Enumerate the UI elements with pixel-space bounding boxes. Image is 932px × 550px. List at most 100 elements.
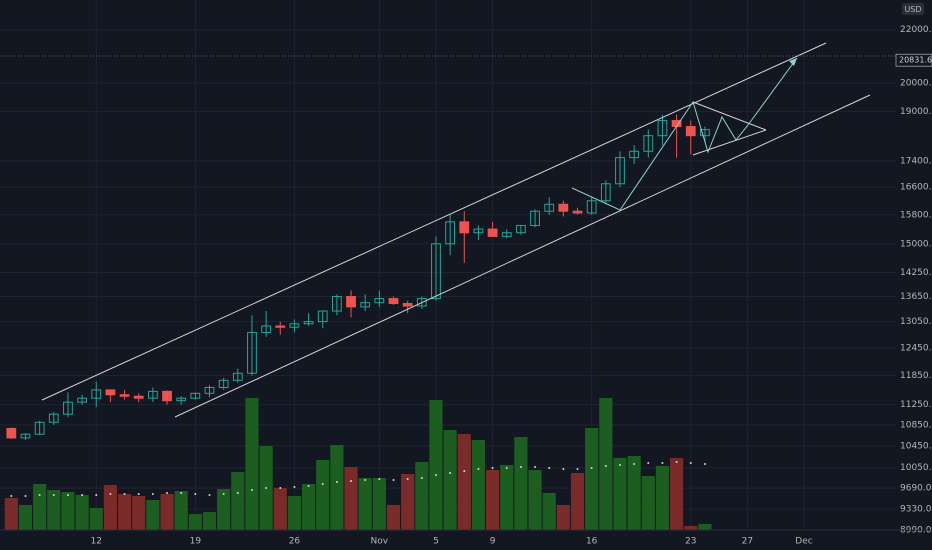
volume-ma-dot (222, 493, 225, 495)
volume-bar (89, 508, 103, 530)
price-badge-label: 20831.61 (899, 56, 932, 65)
volume-ma-dot (109, 493, 112, 495)
volume-ma-dot (364, 479, 367, 481)
x-tick-label: 19 (190, 537, 202, 547)
candle-body (190, 392, 201, 399)
volume-ma-dot (321, 483, 324, 485)
candle-body (77, 397, 87, 403)
volume-ma-dot (434, 474, 437, 476)
volume-bar (344, 467, 358, 530)
currency: USD (904, 5, 921, 14)
x-tick-label: 27 (742, 537, 753, 547)
candle-body (105, 389, 116, 396)
candle-body (530, 210, 540, 226)
volume-ma-dot (675, 461, 678, 463)
volume-bar (415, 462, 429, 530)
volume-bar (202, 512, 217, 530)
volume-ma-dot (66, 494, 69, 496)
volume-bar (514, 437, 528, 530)
candle-body (303, 321, 314, 325)
candle-body (459, 221, 470, 234)
projection-arrow (747, 57, 798, 126)
volume-ma-dot (10, 495, 13, 497)
candle-body (261, 325, 271, 333)
volume-bar (4, 498, 18, 530)
y-tick-label: 11850.00 (900, 371, 932, 381)
volume-bar (443, 430, 457, 530)
y-tick-label: 22000.00 (900, 25, 932, 35)
volume-bar (273, 488, 287, 530)
volume-bar (160, 494, 174, 530)
candle-body (629, 150, 640, 159)
y-tick-label: 13650.00 (900, 292, 932, 302)
candle-body (416, 298, 427, 307)
candle-body (232, 372, 243, 381)
volume-ma-dot (590, 467, 593, 469)
candle-body (133, 395, 144, 399)
volume-ma-dot (378, 478, 381, 480)
volume-ma-dot (208, 494, 211, 496)
candle-body (91, 389, 102, 399)
candle-body (34, 421, 45, 435)
volume-bar (75, 495, 89, 530)
volume-ma-dot (703, 463, 706, 465)
volume-bar (174, 491, 188, 530)
candles (6, 114, 710, 441)
candle-body (473, 228, 484, 234)
candle-body (20, 433, 31, 439)
price-badge (895, 53, 932, 67)
arrow-head (789, 58, 797, 66)
x-tick-label: 16 (586, 537, 598, 547)
candle-body (289, 323, 300, 328)
volume-ma-dot (463, 470, 466, 472)
candle-body (204, 387, 215, 394)
volume-bar (401, 474, 415, 530)
volume-bar (316, 460, 330, 530)
volume-bar (655, 466, 670, 530)
candle-body (431, 243, 441, 300)
volume-ma-dot (335, 481, 338, 483)
volume-bar (570, 473, 585, 530)
volume-ma-dot (350, 480, 353, 482)
volume-bar (542, 493, 556, 530)
candle-body (657, 120, 668, 137)
y-tick-label: 9330.00 (900, 505, 932, 515)
volume-bar (500, 465, 514, 530)
volume-bar (457, 434, 471, 530)
candle-body (275, 325, 286, 328)
volume-bar (18, 505, 33, 530)
candle-body (162, 390, 172, 402)
y-tick-label: 11250.00 (900, 400, 932, 410)
x-tick-label: Nov (371, 537, 389, 547)
candle-body (374, 298, 385, 304)
volume-ma-dot (519, 466, 522, 468)
candle-body (615, 157, 625, 185)
candle-body (247, 331, 257, 374)
volume-bar (231, 472, 245, 530)
volume-bar (61, 492, 75, 530)
volume-ma-dot (633, 463, 636, 465)
volume-ma-dot (279, 487, 282, 489)
y-tick-label: 16600.00 (900, 183, 932, 193)
x-tick-label: 9 (490, 537, 496, 547)
candle-body (544, 203, 555, 212)
volume-ma-dot (477, 468, 480, 470)
candle-body (176, 397, 187, 402)
volume-bar (301, 484, 316, 530)
candle-body (48, 413, 59, 423)
volume-bar (585, 428, 599, 530)
volume-ma-dot (661, 462, 664, 464)
y-tick-label: 12450.00 (900, 343, 932, 353)
volume-bar (684, 526, 698, 530)
candle-body (388, 298, 399, 305)
volume-bar (358, 478, 372, 530)
volume-bar (33, 484, 47, 530)
volume-bar (613, 458, 627, 530)
volume-ma-dot (293, 486, 296, 488)
volume-ma-dot (420, 477, 423, 479)
x-tick-label: 12 (91, 537, 102, 547)
candle-body (218, 379, 229, 389)
y-tick-label: 10850.00 (900, 420, 932, 430)
candle-body (700, 129, 710, 137)
volume-bar (132, 496, 146, 530)
